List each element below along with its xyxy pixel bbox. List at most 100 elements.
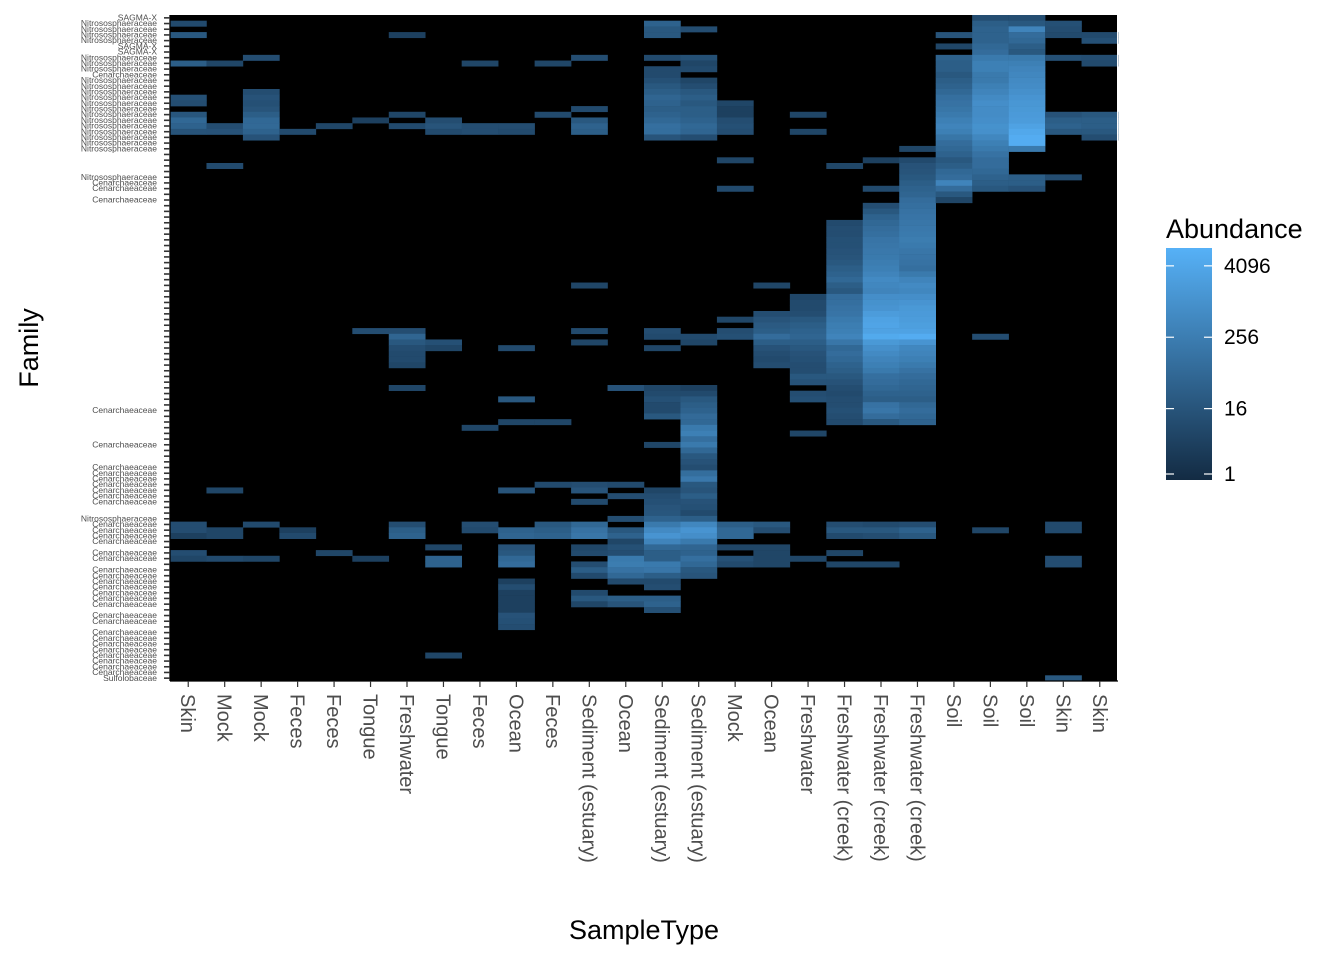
- heatmap-cell: [862, 254, 900, 261]
- heatmap-cell: [644, 32, 681, 39]
- heatmap-cell: [388, 350, 426, 357]
- heatmap-cell: [862, 242, 900, 249]
- heatmap-cell: [498, 544, 535, 551]
- heatmap-cell: [206, 123, 244, 130]
- heatmap-cell: [935, 163, 973, 169]
- heatmap-cell: [972, 134, 1009, 141]
- heatmap-cell: [899, 367, 936, 374]
- heatmap-cell: [1045, 555, 1082, 562]
- heatmap-cell: [899, 339, 936, 346]
- y-tick-label: Cenarchaeaceae: [92, 183, 157, 193]
- heatmap-cell: [498, 601, 535, 608]
- heatmap-cell: [1045, 675, 1082, 682]
- heatmap-cell: [716, 316, 754, 323]
- y-tick-label: Cenarchaeaceae: [92, 565, 157, 575]
- heatmap-cell: [680, 26, 718, 33]
- y-tick-label: Cenarchaeaceae: [92, 536, 157, 546]
- heatmap-cell: [644, 128, 681, 135]
- heatmap-cell: [571, 550, 608, 557]
- heatmap-cell: [935, 197, 973, 204]
- heatmap-cell: [862, 288, 900, 295]
- heatmap-cell: [789, 111, 827, 118]
- x-axis-title: SampleType: [569, 915, 719, 945]
- heatmap-cell: [498, 533, 535, 539]
- heatmap-cell: [644, 584, 681, 591]
- heatmap-cell: [1045, 32, 1082, 39]
- heatmap-cell: [388, 333, 426, 340]
- heatmap-cell: [1008, 106, 1046, 113]
- x-tick-label: Soil: [978, 694, 1000, 727]
- heatmap-cell: [716, 533, 754, 539]
- heatmap-cell: [534, 527, 572, 534]
- heatmap-cell: [644, 345, 681, 352]
- heatmap-cell: [1081, 128, 1119, 135]
- heatmap-cell: [680, 459, 718, 465]
- heatmap-cell: [899, 293, 936, 300]
- heatmap-cell: [899, 242, 936, 249]
- heatmap-cell: [753, 311, 791, 317]
- heatmap-cell: [644, 533, 681, 539]
- heatmap-cell: [1045, 128, 1082, 135]
- heatmap-cell: [388, 362, 426, 369]
- heatmap-cell: [170, 533, 207, 539]
- heatmap-cell: [899, 328, 936, 335]
- heatmap-cell: [862, 248, 900, 255]
- heatmap-cell: [1008, 100, 1046, 107]
- heatmap-cell: [826, 305, 864, 312]
- heatmap-cell: [716, 111, 754, 118]
- heatmap-cell: [862, 311, 900, 317]
- heatmap-cell: [315, 123, 353, 130]
- y-tick-label: Nitrososphaeraceae: [81, 132, 157, 142]
- heatmap-cell: [862, 219, 900, 226]
- heatmap-cell: [753, 362, 791, 369]
- heatmap-cell: [826, 333, 864, 340]
- heatmap-cell: [899, 282, 936, 289]
- x-tick-label: Skin: [176, 694, 198, 733]
- heatmap-cell: [680, 481, 718, 488]
- heatmap-cell: [753, 527, 791, 534]
- heatmap-cell: [826, 293, 864, 300]
- heatmap-cell: [935, 83, 973, 90]
- heatmap-cell: [644, 515, 681, 522]
- heatmap-cell: [170, 100, 207, 107]
- heatmap-cell: [644, 83, 681, 90]
- heatmap-cell: [170, 128, 207, 135]
- heatmap-cell: [862, 527, 900, 534]
- heatmap-cell: [680, 66, 718, 73]
- heatmap-cell: [680, 419, 718, 426]
- heatmap-cell: [680, 60, 718, 67]
- y-tick-label: Cenarchaeaceae: [92, 496, 157, 506]
- heatmap-cell: [826, 373, 864, 380]
- heatmap-cell: [680, 487, 718, 494]
- heatmap-cell: [899, 333, 936, 340]
- heatmap-cell: [826, 521, 864, 528]
- heatmap-cell: [862, 237, 900, 243]
- heatmap-cell: [534, 533, 572, 539]
- heatmap-cell: [680, 94, 718, 101]
- heatmap-cell: [972, 94, 1009, 101]
- heatmap-cell: [862, 367, 900, 374]
- heatmap-cell: [935, 100, 973, 107]
- heatmap-cell: [425, 128, 462, 135]
- x-tick-label: Soil: [942, 694, 964, 727]
- heatmap-cell: [680, 134, 718, 141]
- heatmap-cell: [461, 60, 499, 67]
- heatmap-cell: [1008, 43, 1046, 50]
- heatmap-cell: [571, 567, 608, 574]
- heatmap-cell: [461, 527, 499, 534]
- x-tick-label: Freshwater (creek): [833, 694, 855, 862]
- y-tick-label: Cenarchaeaceae: [92, 576, 157, 586]
- legend-break-label: 256: [1224, 326, 1259, 349]
- heatmap-cell: [498, 624, 535, 631]
- heatmap-cell: [644, 71, 681, 78]
- heatmap-cell: [935, 111, 973, 118]
- heatmap-cell: [352, 117, 390, 124]
- heatmap-cell: [644, 54, 681, 61]
- heatmap-cell: [862, 396, 900, 403]
- heatmap-cell: [680, 407, 718, 414]
- y-tick-label: Cenarchaeaceae: [92, 69, 157, 79]
- heatmap-cell: [680, 424, 718, 431]
- heatmap-cell: [716, 128, 754, 135]
- heatmap-cell: [388, 32, 426, 39]
- x-tick-label: Feces: [468, 694, 490, 748]
